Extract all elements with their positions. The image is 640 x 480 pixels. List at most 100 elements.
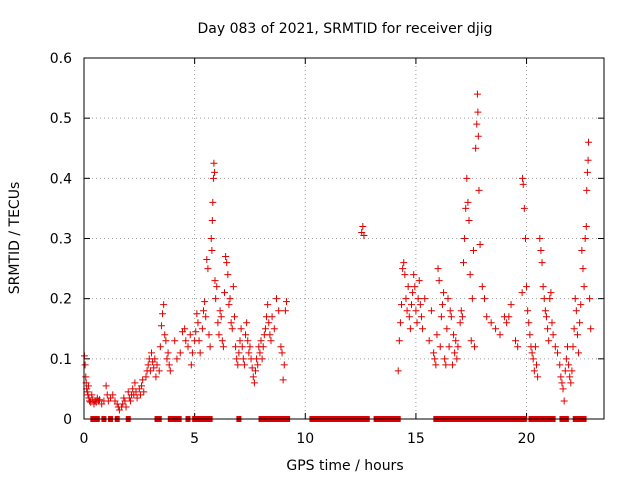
- data-point: [483, 313, 491, 321]
- data-point: [481, 295, 489, 303]
- data-point: [538, 259, 546, 267]
- data-point: [417, 313, 425, 321]
- data-point: [238, 343, 246, 351]
- data-point: [476, 241, 484, 249]
- data-point: [511, 337, 519, 345]
- data-point: [557, 373, 565, 381]
- data-point: [584, 156, 592, 164]
- data-point: [503, 319, 511, 327]
- data-point: [242, 331, 250, 339]
- data-point: [445, 343, 453, 351]
- data-point: [467, 337, 475, 345]
- data-point: [406, 325, 414, 333]
- data-point: [138, 382, 146, 390]
- data-point: [84, 382, 92, 390]
- data-point: [518, 289, 526, 297]
- data-point: [396, 319, 404, 327]
- data-point: [221, 289, 229, 297]
- data-point: [176, 349, 184, 357]
- data-point: [228, 325, 236, 333]
- data-point: [195, 337, 203, 345]
- data-point: [153, 361, 161, 369]
- data-point: [265, 319, 273, 327]
- y-tick-label: 0.5: [50, 111, 72, 127]
- data-point: [583, 168, 591, 176]
- data-point: [258, 355, 266, 363]
- data-point: [558, 379, 566, 387]
- data-point: [546, 295, 554, 303]
- x-tick-label: 10: [296, 431, 314, 447]
- data-point: [541, 307, 549, 315]
- data-point: [142, 373, 150, 381]
- data-point: [237, 325, 245, 333]
- data-point: [523, 283, 531, 291]
- data-point: [461, 235, 469, 242]
- data-point: [187, 361, 195, 369]
- data-point: [186, 331, 194, 339]
- data-point: [413, 319, 421, 327]
- data-point: [139, 376, 147, 384]
- data-point: [146, 367, 154, 375]
- y-tick-label: 0.3: [50, 232, 72, 248]
- data-point: [181, 325, 189, 333]
- data-point: [487, 319, 495, 327]
- data-point: [400, 259, 408, 267]
- data-point: [264, 301, 272, 309]
- data-point: [472, 144, 480, 152]
- data-point: [459, 259, 467, 267]
- data-point: [166, 367, 174, 375]
- data-point: [275, 307, 283, 315]
- data-point: [436, 343, 444, 351]
- data-point: [435, 277, 443, 285]
- data-point: [219, 343, 227, 351]
- y-tick-label: 0.4: [50, 171, 72, 187]
- data-point: [530, 367, 538, 375]
- data-point: [412, 307, 420, 315]
- data-point: [416, 301, 424, 309]
- data-point: [150, 364, 158, 372]
- data-point: [419, 325, 427, 333]
- data-point: [102, 382, 110, 390]
- data-point: [451, 349, 459, 357]
- data-point: [240, 361, 248, 369]
- data-point: [266, 331, 274, 339]
- data-point: [359, 222, 367, 230]
- data-point: [155, 367, 163, 375]
- data-point: [478, 283, 486, 291]
- data-point: [421, 295, 429, 303]
- data-point: [278, 349, 286, 357]
- data-point: [229, 283, 237, 291]
- data-point: [562, 355, 570, 363]
- data-point: [124, 388, 132, 396]
- data-point: [519, 180, 527, 188]
- data-point: [573, 331, 581, 339]
- data-point: [582, 222, 590, 230]
- data-point: [446, 307, 454, 315]
- data-point: [454, 343, 462, 351]
- data-point: [280, 361, 288, 369]
- data-point: [250, 379, 258, 387]
- data-point: [545, 337, 553, 345]
- data-point: [450, 331, 458, 339]
- data-point: [81, 361, 89, 369]
- data-point: [122, 403, 130, 411]
- data-point: [542, 313, 550, 321]
- data-point: [443, 325, 451, 333]
- data-point: [465, 216, 473, 224]
- data-point: [453, 355, 461, 363]
- data-point: [196, 349, 204, 357]
- data-point: [415, 277, 423, 285]
- data-point: [173, 355, 181, 363]
- data-point: [147, 349, 155, 357]
- data-point: [230, 313, 238, 321]
- data-point: [163, 355, 171, 363]
- data-point: [525, 319, 533, 327]
- data-point: [398, 301, 406, 309]
- data-point: [83, 388, 91, 396]
- data-point: [520, 204, 528, 212]
- data-point: [239, 355, 247, 363]
- data-point: [360, 231, 368, 239]
- data-point: [567, 379, 575, 387]
- plot-frame: [83, 57, 605, 420]
